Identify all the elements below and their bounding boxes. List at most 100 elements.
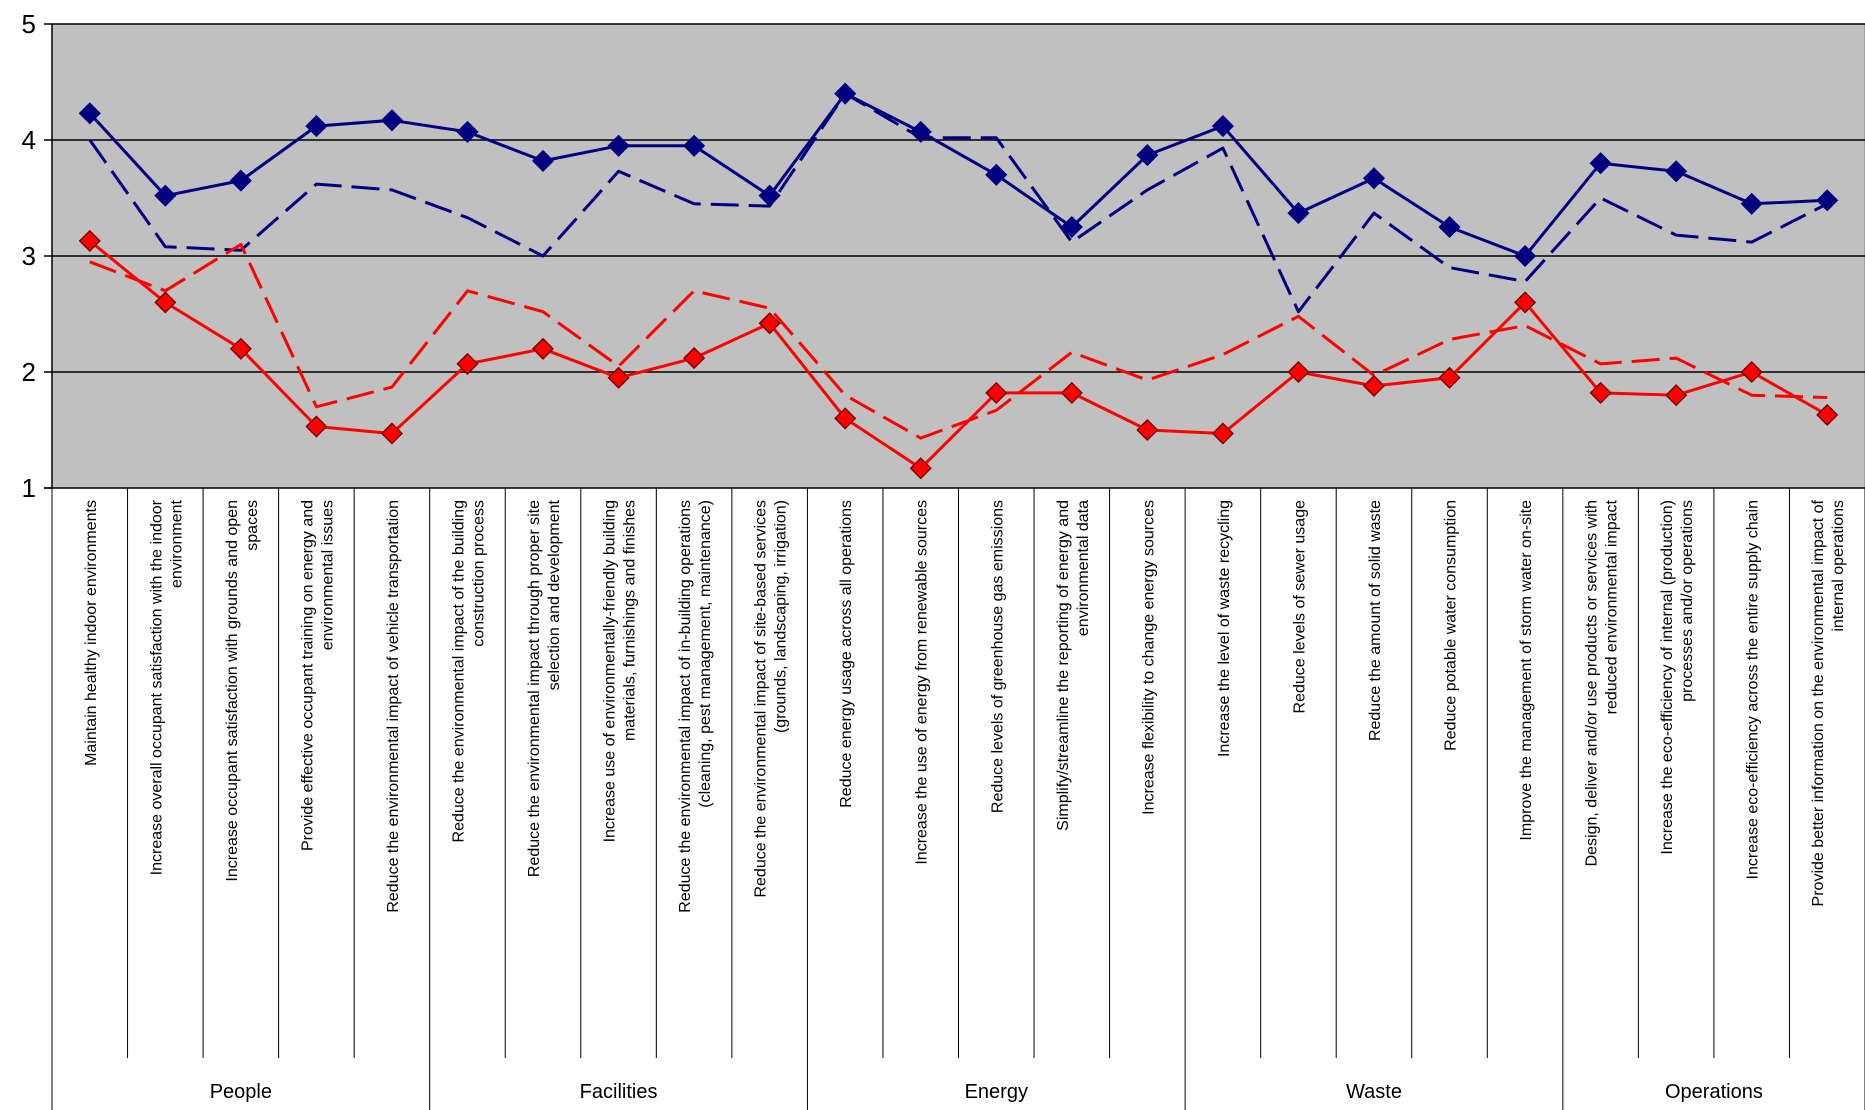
x-category-label: Reduce the amount of solid waste xyxy=(1367,500,1384,741)
axes xyxy=(44,23,1865,1110)
x-category-label: Reduce the environmental impact through … xyxy=(526,500,543,877)
x-category-label: (grounds, landscaping, irrigation) xyxy=(773,500,790,733)
x-category-label: Increase use of environmentally-friendly… xyxy=(602,500,619,842)
data-point-marker xyxy=(1665,384,1688,407)
data-point-marker xyxy=(154,291,177,314)
data-point-marker xyxy=(1211,115,1234,138)
data-point-marker xyxy=(1589,152,1612,175)
data-point-marker xyxy=(985,381,1008,404)
data-point-marker xyxy=(229,169,252,192)
group-label: Energy xyxy=(965,1081,1028,1103)
x-category-label: Reduce the environmental impact of vehic… xyxy=(385,500,402,913)
data-point-marker xyxy=(985,163,1008,186)
group-label: Operations xyxy=(1665,1081,1763,1103)
data-point-marker xyxy=(1362,374,1386,397)
x-category-label: environment xyxy=(168,499,185,588)
series-line-3 xyxy=(88,239,1828,470)
data-point-marker xyxy=(78,102,101,125)
data-point-marker xyxy=(380,109,403,132)
data-point-marker xyxy=(1287,202,1310,225)
x-category-label: reduced environmental impact xyxy=(1604,499,1621,714)
data-point-marker xyxy=(758,184,781,207)
x-category-label: Maintain healthy indoor environments xyxy=(83,500,100,766)
x-axis-group-labels: People Facilities Energy Waste Operations xyxy=(210,1081,1763,1103)
x-category-label: selection and development xyxy=(546,499,563,690)
data-point-marker xyxy=(456,120,479,143)
x-axis-category-labels: Maintain healthy indoor environments Incr… xyxy=(83,499,1847,912)
x-category-label: Simplify/streamline the reporting of ene… xyxy=(1055,500,1072,831)
data-point-marker xyxy=(1740,360,1763,384)
x-category-label: Increase the eco-efficiency of internal … xyxy=(1659,500,1676,855)
y-tick-label: 3 xyxy=(22,241,36,271)
x-category-label: internal operations xyxy=(1830,500,1847,632)
group-label: Facilities xyxy=(580,1081,658,1103)
x-category-label: Improve the management of storm water on… xyxy=(1518,500,1535,841)
data-point-marker xyxy=(1665,160,1688,183)
data-point-marker xyxy=(531,149,555,172)
data-point-marker xyxy=(1816,403,1839,426)
group-label: People xyxy=(210,1081,272,1103)
data-point-marker xyxy=(683,134,706,157)
data-point-marker xyxy=(1514,244,1537,268)
x-category-label: Reduce levels of sewer usage xyxy=(1291,500,1308,714)
series-line-2 xyxy=(88,92,1828,314)
data-point-marker xyxy=(305,415,328,438)
x-category-label: construction process xyxy=(470,500,487,647)
series-line-1 xyxy=(88,92,1828,258)
series xyxy=(78,82,1839,480)
y-tick-label: 1 xyxy=(22,473,36,503)
y-tick-label: 2 xyxy=(22,357,36,387)
x-category-label: Increase the use of energy from renewabl… xyxy=(914,500,931,865)
x-category-label: (cleaning, pest management, maintenance) xyxy=(697,500,714,808)
x-category-label: Provide better information on the enviro… xyxy=(1810,499,1827,906)
x-category-label: Increase the level of waste recycling xyxy=(1216,500,1233,757)
x-category-label: Increase overall occupant satisfaction w… xyxy=(148,499,165,875)
x-category-label: Increase eco-efficiency across the entir… xyxy=(1745,500,1762,879)
data-point-marker xyxy=(834,82,857,105)
data-point-marker xyxy=(531,337,555,360)
data-point-marker xyxy=(1060,215,1083,239)
y-axis-tick-labels: 1 2 3 4 5 xyxy=(22,9,36,503)
data-point-marker xyxy=(909,457,932,480)
x-category-label: Increase flexibility to change energy so… xyxy=(1140,500,1157,815)
data-point-marker xyxy=(380,422,403,445)
gridlines xyxy=(52,23,1865,373)
x-category-label: Design, deliver and/or use products or s… xyxy=(1584,500,1601,866)
data-point-marker xyxy=(834,407,857,430)
data-point-marker xyxy=(78,229,101,252)
x-category-label: Reduce potable water consumption xyxy=(1443,500,1460,751)
data-point-marker xyxy=(909,120,932,143)
data-point-marker xyxy=(1438,366,1461,389)
data-point-marker xyxy=(154,184,177,207)
x-category-label: Reduce levels of greenhouse gas emission… xyxy=(989,500,1006,813)
data-point-marker xyxy=(683,347,706,370)
data-point-marker xyxy=(607,366,630,389)
data-point-marker xyxy=(456,352,479,375)
data-point-marker xyxy=(1136,144,1159,167)
data-point-marker xyxy=(1740,192,1763,215)
x-category-label: materials, furnishings and finishes xyxy=(622,500,639,741)
x-category-label: Reduce the environmental impact of in-bu… xyxy=(677,500,694,913)
data-point-marker xyxy=(1816,189,1839,212)
x-category-label: Increase occupant satisfaction with grou… xyxy=(224,500,241,882)
data-point-marker xyxy=(1211,422,1234,445)
data-point-marker xyxy=(305,115,328,138)
x-category-label: environmental data xyxy=(1075,500,1092,636)
data-point-marker xyxy=(758,312,781,335)
data-point-marker xyxy=(1136,418,1159,442)
data-point-marker xyxy=(229,337,252,360)
series-line-4 xyxy=(89,242,1828,440)
data-point-marker xyxy=(1589,381,1612,404)
data-point-marker xyxy=(1438,215,1461,239)
data-point-marker xyxy=(1362,167,1386,190)
x-category-label: Reduce the environmental impact of site-… xyxy=(753,500,770,898)
data-point-marker xyxy=(1287,360,1310,384)
x-category-label: Reduce the environmental impact of the b… xyxy=(450,500,467,842)
y-tick-label: 4 xyxy=(22,125,36,155)
y-tick-label: 5 xyxy=(22,9,36,39)
data-point-marker xyxy=(607,134,630,157)
data-point-marker xyxy=(1514,291,1537,314)
x-category-label: processes and/or operations xyxy=(1679,500,1696,702)
x-category-label: environmental issues xyxy=(319,500,336,650)
